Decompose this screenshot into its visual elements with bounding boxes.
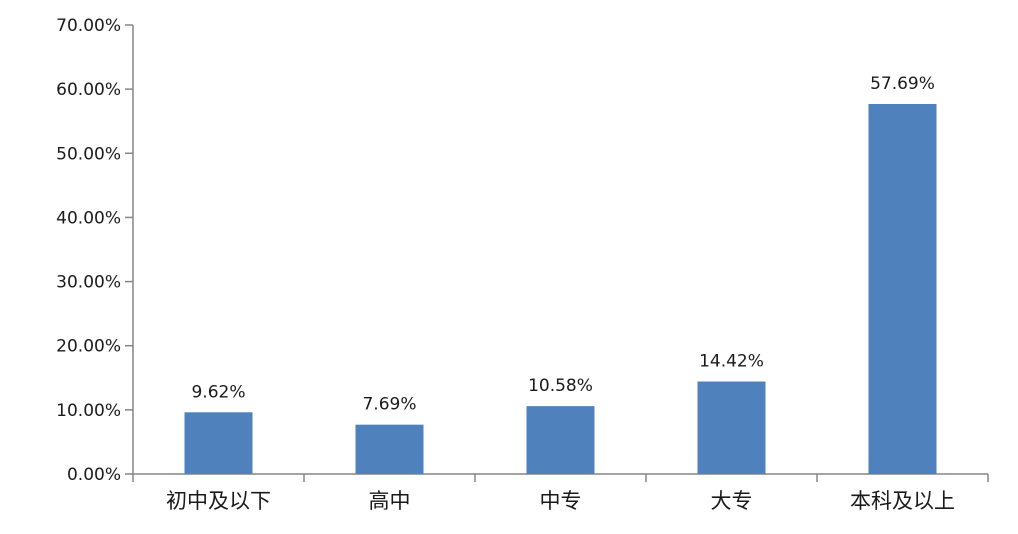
x-category-label: 初中及以下 bbox=[166, 489, 271, 513]
bar bbox=[868, 103, 937, 475]
x-category-label: 高中 bbox=[369, 489, 411, 513]
data-labels: 9.62% 7.69% 10.58% 14.42% 57.69% bbox=[191, 74, 934, 415]
bar-value-label: 57.69% bbox=[870, 74, 935, 94]
bar-value-label: 14.42% bbox=[699, 352, 764, 372]
y-tick-label: 60.00% bbox=[56, 80, 121, 100]
y-tick-label: 30.00% bbox=[56, 273, 121, 293]
y-axis: 0.00% 10.00% 20.00% 30.00% 40.00% 50.00% 60.00… bbox=[56, 16, 134, 485]
y-tick-label: 10.00% bbox=[56, 401, 121, 421]
bar bbox=[697, 381, 766, 474]
bar-value-label: 10.58% bbox=[528, 376, 593, 396]
x-axis: 初中及以下 高中 中专 大专 本科及以上 bbox=[132, 473, 989, 513]
bar bbox=[355, 424, 424, 474]
x-category-label: 本科及以上 bbox=[850, 489, 955, 513]
x-category-label: 大专 bbox=[711, 489, 753, 513]
y-tick-label: 70.00% bbox=[56, 16, 121, 36]
x-category-label: 中专 bbox=[540, 489, 582, 513]
bar-value-label: 9.62% bbox=[191, 382, 245, 402]
y-tick-label: 20.00% bbox=[56, 337, 121, 357]
bar-value-label: 7.69% bbox=[362, 395, 416, 415]
bar bbox=[526, 406, 595, 474]
y-tick-label: 40.00% bbox=[56, 208, 121, 228]
y-tick-label: 0.00% bbox=[67, 465, 121, 485]
bars bbox=[184, 103, 937, 475]
bar bbox=[184, 412, 253, 474]
y-tick-label: 50.00% bbox=[56, 144, 121, 164]
